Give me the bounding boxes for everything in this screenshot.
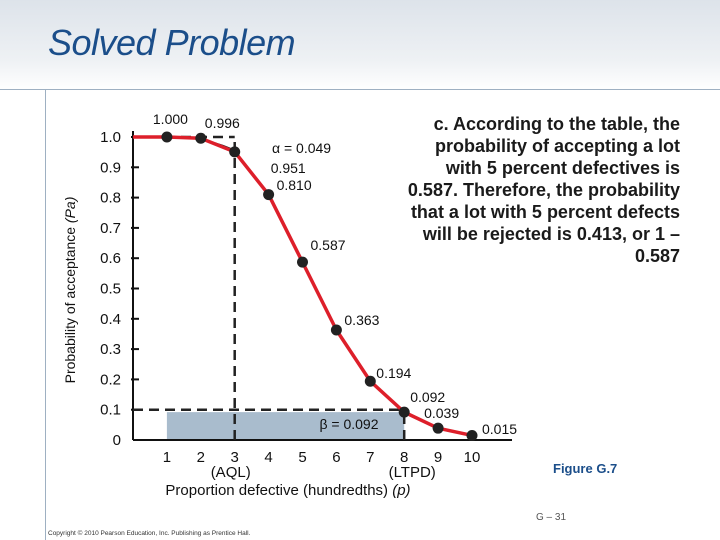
point-value-label: 1.000 <box>153 111 188 127</box>
data-point <box>432 422 444 434</box>
x-tick-label: 8 <box>400 449 408 466</box>
data-point <box>229 146 241 158</box>
point-value-label: 0.039 <box>424 405 459 421</box>
x-tick-label: 7 <box>366 449 374 466</box>
data-point <box>330 324 342 336</box>
aql-label: (AQL) <box>211 464 251 481</box>
x-tick-label: 2 <box>197 449 205 466</box>
data-point <box>263 189 275 201</box>
y-tick-label: 0 <box>113 432 121 449</box>
x-axis-title: Proportion defective (hundredths) (p) <box>165 482 410 499</box>
y-tick-label: 0.9 <box>100 159 121 176</box>
beta-label: β = 0.092 <box>319 416 378 432</box>
data-point <box>398 406 410 418</box>
x-tick-label: 5 <box>298 449 306 466</box>
data-point <box>161 131 173 143</box>
y-tick-label: 0.6 <box>100 250 121 267</box>
x-tick-label: 9 <box>434 449 442 466</box>
y-tick-label: 0.7 <box>100 220 121 237</box>
y-tick-label: 1.0 <box>100 129 121 146</box>
data-point <box>297 256 308 268</box>
x-tick-label: 3 <box>231 449 239 466</box>
page-title: Solved Problem <box>48 22 296 63</box>
data-point <box>195 132 207 144</box>
x-tick-label: 4 <box>264 449 272 466</box>
figure-label: Figure G.7 <box>553 461 618 476</box>
data-point <box>364 375 376 387</box>
point-value-label: 0.951 <box>271 160 306 176</box>
ltpd-label: (LTPD) <box>389 464 436 481</box>
accent-line-horizontal <box>0 89 720 90</box>
x-tick-label: 10 <box>464 449 481 466</box>
point-value-label: 0.092 <box>410 389 445 405</box>
alpha-label: α = 0.049 <box>272 140 331 156</box>
y-axis-title: Probability of acceptance (Pa) <box>62 197 78 384</box>
y-tick-label: 0.3 <box>100 341 121 358</box>
x-tick-label: 1 <box>163 449 171 466</box>
point-value-label: 0.810 <box>277 177 312 193</box>
x-axis-symbol: (p) <box>392 482 410 499</box>
explanation-text: c. According to the table, the probabili… <box>407 114 680 266</box>
slide-number: G – 31 <box>536 512 567 523</box>
point-value-label: 0.194 <box>376 365 411 381</box>
x-tick-label: 6 <box>332 449 340 466</box>
y-axis-symbol: (Pa) <box>62 197 78 223</box>
accent-line-vertical <box>45 89 46 540</box>
y-tick-label: 0.4 <box>100 311 121 328</box>
point-value-label: 0.587 <box>311 237 346 253</box>
data-point <box>466 429 478 441</box>
y-tick-label: 0.1 <box>100 402 121 419</box>
beta-shaded-region <box>166 412 405 440</box>
point-value-label: 0.363 <box>344 312 379 328</box>
point-value-label: 0.015 <box>482 421 517 437</box>
copyright-text: Copyright © 2010 Pearson Education, Inc.… <box>48 530 251 537</box>
point-value-label: 0.996 <box>205 115 240 131</box>
y-tick-label: 0.5 <box>100 281 121 298</box>
y-tick-label: 0.2 <box>100 371 121 388</box>
y-tick-label: 0.8 <box>100 190 121 207</box>
